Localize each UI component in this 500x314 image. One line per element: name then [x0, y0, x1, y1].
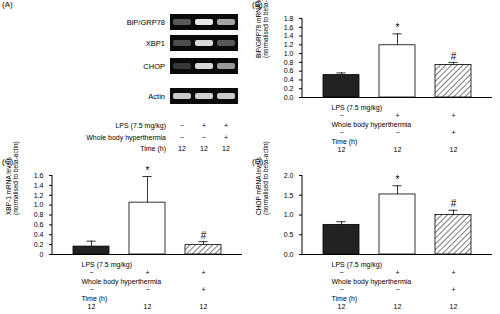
svg-text:12: 12: [200, 303, 208, 310]
svg-text:0.4: 0.4: [284, 76, 294, 83]
svg-text:−: −: [180, 122, 184, 129]
svg-text:−: −: [395, 286, 399, 293]
svg-text:0: 0: [40, 251, 44, 258]
svg-text:LPS (7.5 mg/kg): LPS (7.5 mg/kg): [332, 261, 383, 269]
svg-text:1.0: 1.0: [284, 211, 294, 218]
svg-text:+: +: [395, 269, 399, 276]
svg-text:Whole body hyperthermia: Whole body hyperthermia: [86, 134, 166, 142]
svg-text:0.6: 0.6: [284, 67, 294, 74]
svg-text:−: −: [180, 134, 184, 141]
svg-text:−: −: [339, 129, 343, 136]
svg-text:CHOP mRNA levels(normalised to: CHOP mRNA levels(normalised to beta-acti…: [255, 141, 270, 215]
svg-text:0.2: 0.2: [284, 85, 294, 92]
svg-text:12: 12: [338, 146, 346, 153]
svg-text:Whole body hyperthermia: Whole body hyperthermia: [332, 278, 412, 286]
svg-text:−: −: [339, 269, 343, 276]
svg-text:0.8: 0.8: [34, 211, 44, 218]
svg-text:0.4: 0.4: [34, 231, 44, 238]
svg-text:−: −: [202, 134, 206, 141]
svg-text:BiP/GRP78: BiP/GRP78: [127, 18, 165, 27]
svg-text:+: +: [145, 269, 149, 276]
svg-text:+: +: [451, 129, 455, 136]
svg-text:XBP-1 mRNA levels(normalised t: XBP-1 mRNA levels(normalised to beta-act…: [5, 141, 20, 215]
svg-text:+: +: [451, 286, 455, 293]
svg-text:1.2: 1.2: [34, 191, 44, 198]
svg-text:0.2: 0.2: [34, 241, 44, 248]
svg-text:Time (h): Time (h): [332, 295, 358, 303]
svg-text:0.8: 0.8: [284, 59, 294, 66]
svg-text:+: +: [201, 286, 205, 293]
svg-text:XBP1: XBP1: [146, 39, 165, 48]
svg-text:1.2: 1.2: [284, 41, 294, 48]
svg-text:12: 12: [338, 303, 346, 310]
svg-text:12: 12: [200, 145, 208, 152]
svg-text:#: #: [201, 230, 207, 241]
svg-text:LPS (7.5 mg/kg): LPS (7.5 mg/kg): [82, 261, 133, 269]
svg-text:1.0: 1.0: [34, 201, 44, 208]
svg-text:12: 12: [394, 303, 402, 310]
svg-text:#: #: [451, 51, 457, 62]
svg-text:12: 12: [450, 146, 458, 153]
svg-text:Whole body hyperthermia: Whole body hyperthermia: [332, 121, 412, 129]
svg-text:+: +: [224, 134, 228, 141]
svg-text:2.0: 2.0: [284, 172, 294, 179]
svg-text:12: 12: [144, 303, 152, 310]
svg-text:LPS (7.5 mg/kg): LPS (7.5 mg/kg): [115, 122, 166, 130]
svg-text:+: +: [202, 122, 206, 129]
svg-text:1.5: 1.5: [284, 191, 294, 198]
svg-text:#: #: [451, 198, 457, 209]
svg-text:Time (h): Time (h): [140, 145, 166, 153]
svg-text:Time (h): Time (h): [332, 138, 358, 146]
svg-text:LPS (7.5 mg/kg): LPS (7.5 mg/kg): [332, 104, 383, 112]
svg-text:Actin: Actin: [148, 92, 165, 101]
svg-text:−: −: [89, 286, 93, 293]
svg-text:0.0: 0.0: [284, 251, 294, 258]
svg-text:12: 12: [222, 145, 230, 152]
svg-text:−: −: [89, 269, 93, 276]
svg-text:*: *: [396, 174, 400, 185]
svg-text:+: +: [395, 112, 399, 119]
svg-text:0.5: 0.5: [284, 231, 294, 238]
svg-text:1.4: 1.4: [34, 182, 44, 189]
svg-text:Whole body hyperthermia: Whole body hyperthermia: [82, 278, 162, 286]
svg-text:1.8: 1.8: [284, 15, 294, 22]
svg-text:1.4: 1.4: [284, 32, 294, 39]
svg-text:−: −: [145, 286, 149, 293]
svg-text:+: +: [451, 112, 455, 119]
svg-text:+: +: [224, 122, 228, 129]
svg-text:12: 12: [394, 146, 402, 153]
svg-text:−: −: [395, 129, 399, 136]
svg-text:12: 12: [88, 303, 96, 310]
svg-text:−: −: [339, 112, 343, 119]
svg-text:1.6: 1.6: [34, 172, 44, 179]
svg-text:−: −: [339, 286, 343, 293]
svg-text:0.6: 0.6: [34, 221, 44, 228]
svg-text:+: +: [451, 269, 455, 276]
svg-text:1.0: 1.0: [284, 50, 294, 57]
svg-text:12: 12: [450, 303, 458, 310]
svg-text:0.0: 0.0: [284, 94, 294, 101]
svg-text:*: *: [396, 22, 400, 33]
svg-text:+: +: [201, 269, 205, 276]
svg-text:CHOP: CHOP: [143, 62, 165, 71]
svg-text:12: 12: [178, 145, 186, 152]
svg-text:Time (h): Time (h): [82, 295, 108, 303]
svg-text:*: *: [146, 165, 150, 176]
svg-text:1.6: 1.6: [284, 24, 294, 31]
